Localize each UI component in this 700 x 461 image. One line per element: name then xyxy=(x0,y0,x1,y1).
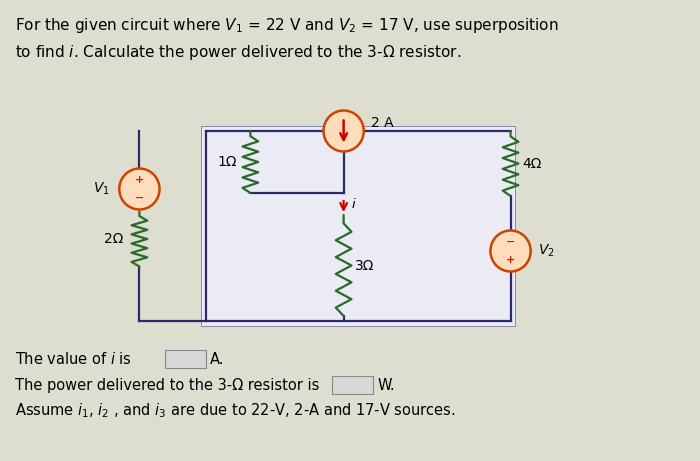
Text: +: + xyxy=(506,254,515,265)
Text: A.: A. xyxy=(210,351,225,366)
Text: The value of $i$ is: The value of $i$ is xyxy=(15,351,132,367)
Text: W.: W. xyxy=(377,378,395,392)
Text: −: − xyxy=(506,237,515,247)
Text: 2 A: 2 A xyxy=(370,116,393,130)
Text: −: − xyxy=(134,193,144,202)
Circle shape xyxy=(491,230,531,272)
Text: Assume $i_1$, $i_2$ , and $i_3$ are due to 22-V, 2-A and 17-V sources.: Assume $i_1$, $i_2$ , and $i_3$ are due … xyxy=(15,402,455,420)
Text: For the given circuit where $V_1$ = 22 V and $V_2$ = 17 V, use superposition: For the given circuit where $V_1$ = 22 V… xyxy=(15,16,559,35)
Text: $V_2$: $V_2$ xyxy=(538,243,555,259)
Circle shape xyxy=(323,111,364,152)
Bar xyxy=(202,126,515,326)
Bar xyxy=(165,350,206,368)
Text: $V_1$: $V_1$ xyxy=(93,181,110,197)
Text: $i$: $i$ xyxy=(351,196,357,211)
Text: 2Ω: 2Ω xyxy=(104,232,124,246)
Bar xyxy=(332,376,373,394)
Text: +: + xyxy=(135,175,144,185)
Text: 1Ω: 1Ω xyxy=(217,155,237,169)
Text: The power delivered to the 3-Ω resistor is: The power delivered to the 3-Ω resistor … xyxy=(15,378,319,392)
Text: to find $i$. Calculate the power delivered to the 3-Ω resistor.: to find $i$. Calculate the power deliver… xyxy=(15,43,461,62)
Text: 3Ω: 3Ω xyxy=(356,259,375,272)
Circle shape xyxy=(119,169,160,209)
Text: 4Ω: 4Ω xyxy=(522,156,542,171)
